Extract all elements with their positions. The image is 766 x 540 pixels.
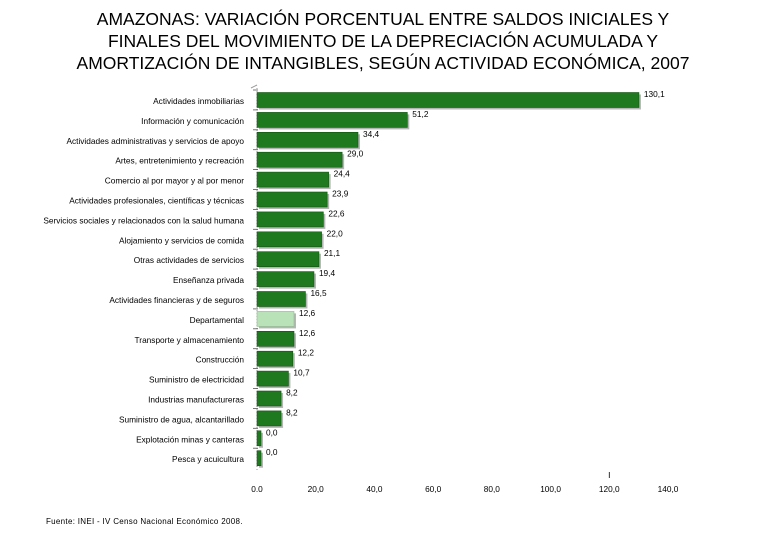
x-tick-label: 140,0	[658, 484, 679, 494]
value-label: 8,2	[286, 388, 298, 398]
value-label: 12,6	[299, 308, 316, 318]
bar-12	[256, 330, 295, 347]
bar-9	[256, 271, 315, 287]
category-label: Pesca y acuicultura	[172, 454, 244, 464]
value-label: 0,0	[266, 427, 278, 437]
value-label: 34,4	[363, 129, 380, 139]
category-label: Industrias manufactureras	[148, 395, 244, 405]
category-label: Enseñanza privada	[173, 275, 244, 285]
bar-16	[256, 410, 282, 427]
value-label: 23,9	[332, 189, 349, 199]
value-label: 12,2	[298, 348, 315, 358]
value-label: 29,0	[347, 149, 364, 159]
category-label: Suministro de agua, alcantarillado	[119, 414, 244, 424]
value-label: 130,1	[644, 89, 665, 99]
chart-title-line-1: AMAZONAS: VARIACIÓN PORCENTUAL ENTRE SAL…	[96, 9, 670, 29]
bar-8	[256, 251, 320, 267]
bar-6	[256, 211, 324, 228]
value-label: 10,7	[293, 368, 310, 378]
bar-10	[256, 291, 306, 307]
category-label: Actividades inmobiliarias	[153, 96, 244, 106]
x-tick-label: 40,0	[366, 484, 383, 494]
category-label: Transporte y almacenamiento	[135, 335, 245, 345]
bar-7	[256, 231, 322, 248]
bar-13	[256, 350, 294, 367]
chart-title-line-3: AMORTIZACIÓN DE INTANGIBLES, SEGÚN ACTIV…	[76, 53, 690, 73]
value-label: 22,6	[328, 208, 345, 218]
bar-5	[256, 191, 328, 208]
bar-3	[256, 151, 343, 168]
x-tick-label: 60,0	[425, 484, 442, 494]
category-label: Servicios sociales y relacionados con la…	[43, 215, 244, 225]
value-label: 24,4	[334, 169, 351, 179]
category-label: Suministro de electricidad	[149, 375, 244, 385]
category-label: Artes, entretenimiento y recreación	[115, 156, 244, 166]
category-label: Actividades profesionales, científicas y…	[69, 196, 244, 206]
value-label: 0,0	[266, 447, 278, 457]
category-label: Comercio al por mayor y al por menor	[105, 176, 244, 186]
x-tick-label: 0.0	[251, 484, 263, 494]
category-label: Construcción	[196, 355, 245, 365]
value-label: 22,0	[327, 228, 344, 238]
axis-corner	[250, 84, 258, 89]
bar-11	[256, 311, 295, 327]
category-label: Explotación minas y canteras	[136, 434, 244, 444]
value-label: 51,2	[412, 109, 429, 119]
bar-18	[256, 450, 262, 467]
value-label: 8,2	[286, 407, 298, 417]
category-label: Alojamiento y servicios de comida	[119, 235, 244, 245]
bar-17	[256, 430, 262, 447]
x-tick-label: 20,0	[308, 484, 325, 494]
x-tick-label: 80,0	[484, 484, 501, 494]
bar-0	[256, 92, 640, 108]
x-tick-label: 120,0	[599, 484, 620, 494]
category-label: Información y comunicación	[141, 116, 244, 126]
category-label: Departamental	[190, 315, 245, 325]
value-label: 12,6	[299, 328, 316, 338]
bar-2	[256, 132, 359, 148]
category-label: Otras actividades de servicios	[134, 255, 244, 265]
category-label: Actividades administrativas y servicios …	[66, 136, 244, 146]
x-tick-label: 100,0	[540, 484, 561, 494]
bar-1	[256, 112, 408, 128]
chart-title-line-2: FINALES DEL MOVIMIENTO DE LA DEPRECIACIÓ…	[107, 31, 659, 51]
category-label: Actividades financieras y de seguros	[109, 295, 244, 305]
value-label: 21,1	[324, 248, 341, 258]
bar-15	[256, 390, 282, 407]
value-label: 16,5	[310, 288, 327, 298]
chart-title: AMAZONAS: VARIACIÓN PORCENTUAL ENTRE SAL…	[0, 8, 766, 74]
bar-4	[256, 171, 329, 188]
value-label: 19,4	[319, 268, 336, 278]
source-note: Fuente: INEI - IV Censo Nacional Económi…	[46, 517, 243, 526]
bar-14	[256, 370, 289, 387]
